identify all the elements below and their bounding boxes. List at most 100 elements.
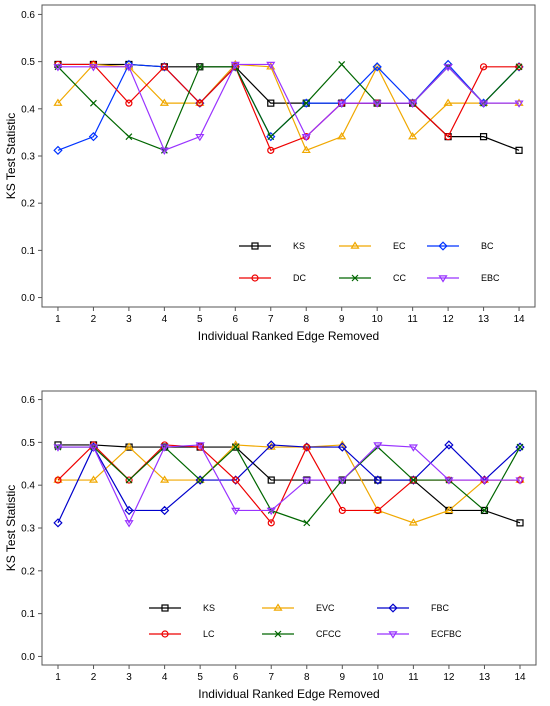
x-tick-label: 13	[478, 314, 490, 325]
data-point-bc	[88, 132, 99, 142]
data-point-lc	[303, 443, 311, 451]
data-point-ec	[195, 98, 205, 106]
data-point-ks	[516, 519, 524, 527]
x-tick-label: 8	[303, 314, 309, 325]
x-tick-label: 2	[91, 314, 97, 325]
data-point-ec	[514, 98, 524, 106]
data-point-dc	[479, 63, 488, 71]
data-point-ebc	[195, 133, 205, 142]
legend-label: DC	[293, 273, 306, 283]
data-point-evc	[160, 475, 170, 483]
legend-item-ks: KS	[239, 241, 305, 251]
y-tick-label: 0.5	[21, 438, 35, 449]
data-point-ecfbc	[302, 477, 312, 485]
legend-label: BC	[481, 241, 494, 251]
data-point-cfcc	[409, 476, 417, 484]
data-point-ecfbc	[444, 477, 454, 485]
series-line-ec	[57, 63, 520, 152]
y-tick-label: 0.3	[21, 524, 35, 535]
data-point-ecfbc	[160, 444, 170, 452]
data-point-dc	[196, 99, 204, 107]
legend-item-cfcc: CFCC	[262, 629, 341, 639]
y-tick-label: 0.6	[21, 10, 35, 21]
data-point-evc	[515, 475, 525, 483]
data-point-dc	[160, 63, 168, 71]
x-tick-label: 6	[233, 672, 239, 683]
legend-label: FBC	[431, 603, 450, 613]
data-point-cc	[90, 99, 97, 107]
legend-label: CFCC	[316, 629, 341, 639]
legend-swatch-marker	[161, 604, 169, 612]
data-point-ecfbc	[408, 444, 418, 452]
legend-swatch-marker	[273, 603, 283, 611]
data-point-bc	[53, 145, 63, 155]
legend-label: ECFBC	[431, 629, 462, 639]
data-point-evc	[373, 505, 383, 514]
series-line-cfcc	[57, 446, 521, 524]
legend-item-cc: CC	[339, 273, 406, 283]
x-tick-label: 11	[407, 314, 418, 325]
data-point-fbc	[195, 475, 205, 485]
data-point-ec	[478, 98, 489, 106]
legend-label: LC	[203, 629, 215, 639]
x-tick-label: 4	[162, 672, 168, 683]
data-point-lc	[374, 506, 382, 515]
legend-label: EBC	[481, 273, 500, 283]
x-tick-label: 9	[339, 314, 345, 325]
legend-swatch-marker	[438, 241, 448, 251]
y-tick-label: 0.1	[21, 609, 35, 620]
data-point-cc	[515, 63, 523, 71]
x-tick-label: 1	[55, 314, 61, 325]
data-point-cc	[302, 99, 310, 107]
x-tick-label: 9	[340, 672, 346, 683]
data-point-evc	[195, 475, 205, 483]
data-point-ebc	[337, 100, 347, 108]
series-line-lc	[57, 444, 521, 524]
data-point-evc	[444, 505, 454, 514]
data-point-ebc	[301, 133, 311, 142]
series-line-dc	[57, 63, 520, 152]
legend-item-dc: DC	[239, 273, 306, 283]
data-point-ebc	[266, 61, 276, 70]
data-point-dc	[267, 146, 275, 154]
data-point-ecfbc	[266, 507, 276, 516]
plot-frame	[41, 4, 536, 308]
legend-item-evc: EVC	[262, 603, 335, 613]
y-tick-label: 0.2	[21, 566, 35, 577]
x-tick-label: 5	[197, 314, 203, 325]
data-point-ec	[301, 145, 311, 154]
x-tick-label: 2	[91, 672, 97, 683]
y-axis-label: KS Test Statistic	[4, 113, 18, 199]
legend-swatch-marker	[388, 603, 398, 613]
y-axis-label: KS Test Statistic	[4, 485, 18, 571]
data-point-evc	[88, 475, 99, 483]
legend-swatch-marker	[350, 241, 360, 249]
data-point-fbc	[266, 440, 276, 450]
data-point-bc	[372, 62, 382, 72]
data-point-ecfbc	[53, 444, 63, 452]
data-point-ebc	[443, 64, 453, 72]
data-point-lc	[196, 443, 204, 451]
data-point-evc	[479, 475, 490, 483]
data-point-cfcc	[516, 443, 524, 451]
data-point-ks	[267, 99, 275, 107]
data-point-cc	[196, 63, 204, 71]
data-point-ec	[372, 62, 382, 70]
legend-label: EVC	[316, 603, 335, 613]
data-point-bc	[266, 132, 276, 142]
x-tick-label: 3	[126, 672, 132, 683]
data-point-ecfbc	[479, 477, 490, 485]
data-point-ebc	[408, 100, 418, 108]
data-point-ec	[337, 132, 347, 140]
legend-swatch-marker	[351, 274, 359, 282]
legend-swatch-marker	[438, 275, 448, 283]
data-point-fbc	[159, 505, 170, 516]
data-point-fbc	[53, 518, 63, 528]
x-tick-label: 12	[443, 314, 455, 325]
legend-label: KS	[293, 241, 305, 251]
series-line-ks	[57, 444, 521, 524]
data-point-fbc	[124, 505, 134, 516]
y-tick-label: 0.0	[21, 652, 35, 663]
data-point-ec	[159, 98, 169, 106]
